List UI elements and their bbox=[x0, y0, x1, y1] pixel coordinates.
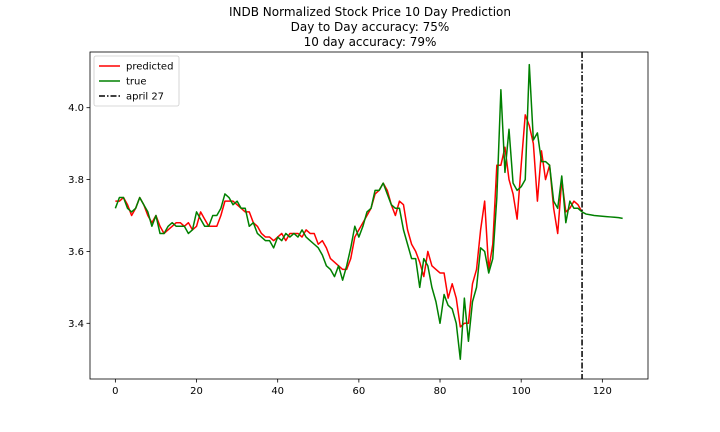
series-line-true bbox=[114, 63, 623, 360]
axes-frame bbox=[89, 51, 649, 380]
x-tick-label: 80 bbox=[434, 386, 447, 397]
chart-title-line-3: 10 day accuracy: 79% bbox=[304, 35, 437, 49]
x-tick-label: 60 bbox=[352, 386, 365, 397]
legend-label-true: true bbox=[126, 77, 147, 88]
chart-title: INDB Normalized Stock Price 10 Day Predi… bbox=[229, 5, 511, 49]
series-line-predicted bbox=[115, 114, 583, 328]
legend: predicted true april 27 bbox=[93, 55, 180, 107]
x-tick-label: 100 bbox=[512, 386, 531, 397]
chart-title-line-1: INDB Normalized Stock Price 10 Day Predi… bbox=[229, 5, 511, 19]
legend-label-predicted: predicted bbox=[126, 62, 173, 73]
x-tick-label: 0 bbox=[112, 386, 118, 397]
y-tick-label: 3.4 bbox=[68, 319, 84, 330]
x-tick-label: 40 bbox=[271, 386, 284, 397]
y-tick-label: 3.6 bbox=[68, 247, 84, 258]
legend-label-april-27: april 27 bbox=[126, 92, 164, 103]
x-tick-label: 120 bbox=[593, 386, 612, 397]
y-tick-label: 3.8 bbox=[68, 175, 84, 186]
x-tick-label: 20 bbox=[190, 386, 203, 397]
y-tick-label: 4.0 bbox=[68, 103, 84, 114]
chart-title-line-2: Day to Day accuracy: 75% bbox=[291, 20, 450, 34]
legend-box bbox=[93, 55, 180, 107]
